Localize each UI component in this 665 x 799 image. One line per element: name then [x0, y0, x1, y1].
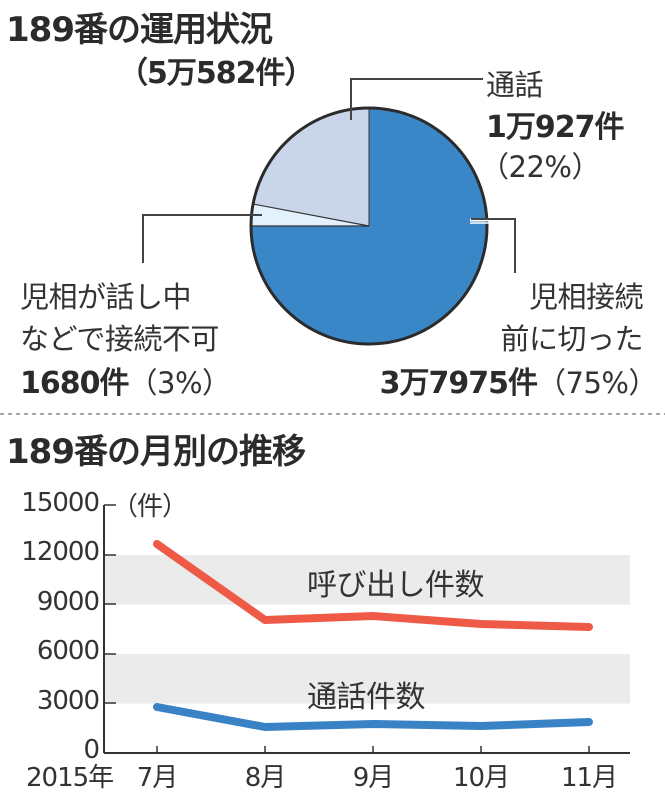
x-tick-jul: 7月 [136, 763, 179, 793]
talk-count: 1万927件 [486, 110, 624, 145]
talk-label: 通話 [486, 68, 544, 102]
busy-count: 1680件 [20, 366, 129, 401]
x-tick-sep: 9月 [352, 763, 395, 793]
busy-label-line1: 児相が話し中 [20, 280, 192, 314]
busy-label-line2: などで接続不可 [20, 322, 219, 356]
hungup-label-line1: 児相接続 [528, 280, 644, 314]
y-tick-0: 0 [83, 735, 100, 765]
leader-hungup [471, 218, 516, 273]
y-tick-9000: 9000 [36, 587, 100, 617]
pie-total: （5万582件） [118, 56, 314, 91]
x-tick-nov: 11月 [560, 763, 618, 793]
leader-busy [142, 214, 262, 263]
hungup-pct: （75%） [537, 366, 657, 400]
leader-talk [350, 78, 483, 120]
series-talks-label: 通話件数 [307, 680, 426, 715]
series-calls-label: 呼び出し件数 [307, 568, 485, 603]
hungup-count: 3万7975件 [379, 366, 538, 401]
busy-pct: （3%） [128, 366, 232, 400]
x-year-label: 2015年 [26, 763, 114, 793]
x-tick-aug: 8月 [244, 763, 287, 793]
y-tick-3000: 3000 [36, 686, 100, 716]
y-tick-15000: 15000 [21, 488, 100, 518]
y-tick-6000: 6000 [36, 636, 100, 666]
x-tick-oct: 10月 [452, 763, 510, 793]
hungup-label-line2: 前に切った [500, 322, 643, 356]
pie-title: 189番の運用状況 [6, 10, 273, 50]
y-unit: （件） [112, 492, 188, 522]
pie-slice-talk [253, 107, 369, 226]
line-title: 189番の月別の推移 [6, 432, 306, 472]
y-tick-12000: 12000 [21, 537, 100, 567]
hungup-value: 3万7975件（75%） [379, 358, 658, 402]
pie-chart [0, 78, 665, 415]
talk-pct: （22%） [480, 150, 600, 184]
busy-value: 1680件（3%） [20, 358, 231, 402]
